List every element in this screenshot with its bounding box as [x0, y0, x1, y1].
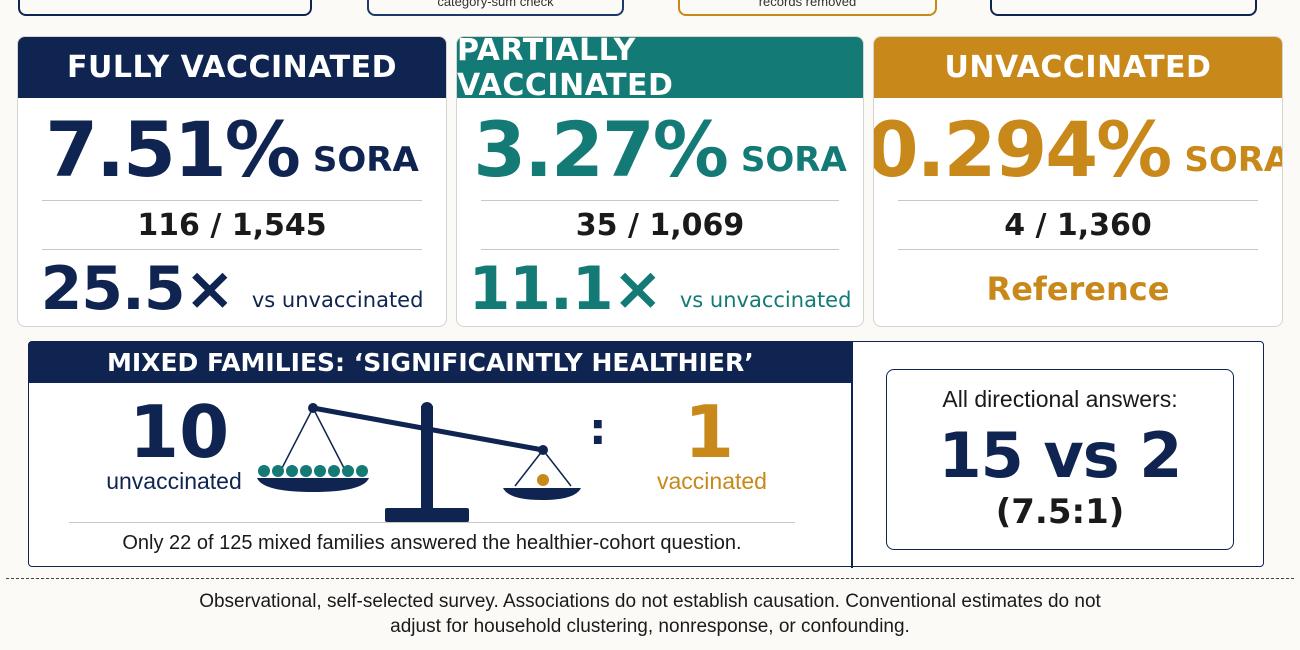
divider — [898, 200, 1258, 201]
reference-row: Reference — [874, 250, 1282, 326]
unvaccinated-label: unvaccinated — [106, 468, 242, 494]
ratio-row: 25.5× vs unvaccinated — [18, 250, 446, 326]
divider — [42, 249, 422, 250]
mixed-families-note: Only 22 of 125 mixed families answered t… — [122, 532, 742, 554]
divider — [42, 200, 422, 201]
ratio-value: 25.5× — [40, 254, 235, 324]
footer-line-2: adjust for household clustering, nonresp… — [390, 616, 910, 637]
rate-value: 7.51% — [45, 104, 301, 194]
fraction: 35 / 1,069 — [575, 207, 745, 243]
top-pill-label: category-sum check — [437, 0, 554, 9]
footer-divider — [6, 578, 1294, 579]
card-title: FULLY VACCINATED — [18, 37, 446, 98]
ratio-label: vs unvaccinated — [679, 288, 852, 312]
rate-unit: SORA — [312, 140, 419, 180]
rate-unit: SORA — [1184, 140, 1283, 180]
divider — [481, 200, 839, 201]
rate-row: 0.294% SORA — [874, 98, 1282, 200]
fraction: 116 / 1,545 — [137, 207, 327, 243]
footer-line-1: Observational, self-selected survey. Ass… — [199, 591, 1101, 612]
fraction: 4 / 1,360 — [1004, 207, 1152, 243]
top-pill-category-sum: category-sum check — [367, 0, 624, 16]
reference-label: Reference — [986, 270, 1170, 308]
mixed-families-panel: MIXED FAMILIES: ‘SIGNIFICAINTLY HEALTHIE… — [28, 341, 1264, 568]
vaccinated-count: 1 — [683, 390, 735, 474]
divider — [69, 522, 795, 523]
mixed-families-title: MIXED FAMILIES: ‘SIGNIFICAINTLY HEALTHIE… — [29, 342, 851, 383]
vaccinated-label: vaccinated — [657, 468, 767, 494]
directional-value: 15 vs 2 — [938, 419, 1183, 492]
directional-title: All directional answers: — [942, 386, 1178, 412]
rate-row: 3.27% SORA — [457, 98, 863, 200]
ratio-value: 11.1× — [468, 254, 663, 324]
top-pill-1 — [18, 0, 312, 16]
ratio-label: vs unvaccinated — [251, 288, 424, 312]
card-title: PARTIALLY VACCINATED — [457, 37, 863, 103]
top-pill-label: records removed — [758, 0, 857, 9]
card-fully-vaccinated: FULLY VACCINATED 7.51% SORA 116 / 1,545 … — [17, 36, 447, 327]
divider — [481, 249, 839, 250]
rate-row: 7.51% SORA — [18, 98, 446, 200]
balance-scale-icon — [257, 402, 581, 522]
directional-answers-box: All directional answers: 15 vs 2 (7.5:1) — [886, 369, 1234, 550]
divider — [898, 249, 1258, 250]
panel-separator — [851, 342, 853, 568]
rate-value: 0.294% — [873, 104, 1172, 194]
ratio-row: 11.1× vs unvaccinated — [457, 250, 863, 326]
ratio-separator: : — [589, 404, 607, 455]
directional-ratio: (7.5:1) — [995, 492, 1125, 532]
footer-disclaimer: Observational, self-selected survey. Ass… — [80, 589, 1220, 639]
card-title: UNVACCINATED — [874, 37, 1282, 98]
top-pill-4 — [990, 0, 1257, 16]
rate-unit: SORA — [740, 140, 847, 180]
unvaccinated-count: 10 — [129, 390, 230, 474]
card-unvaccinated: UNVACCINATED 0.294% SORA 4 / 1,360 Refer… — [873, 36, 1283, 327]
rate-value: 3.27% — [473, 104, 729, 194]
top-pill-records-removed: records removed — [678, 0, 937, 16]
card-partially-vaccinated: PARTIALLY VACCINATED 3.27% SORA 35 / 1,0… — [456, 36, 864, 327]
